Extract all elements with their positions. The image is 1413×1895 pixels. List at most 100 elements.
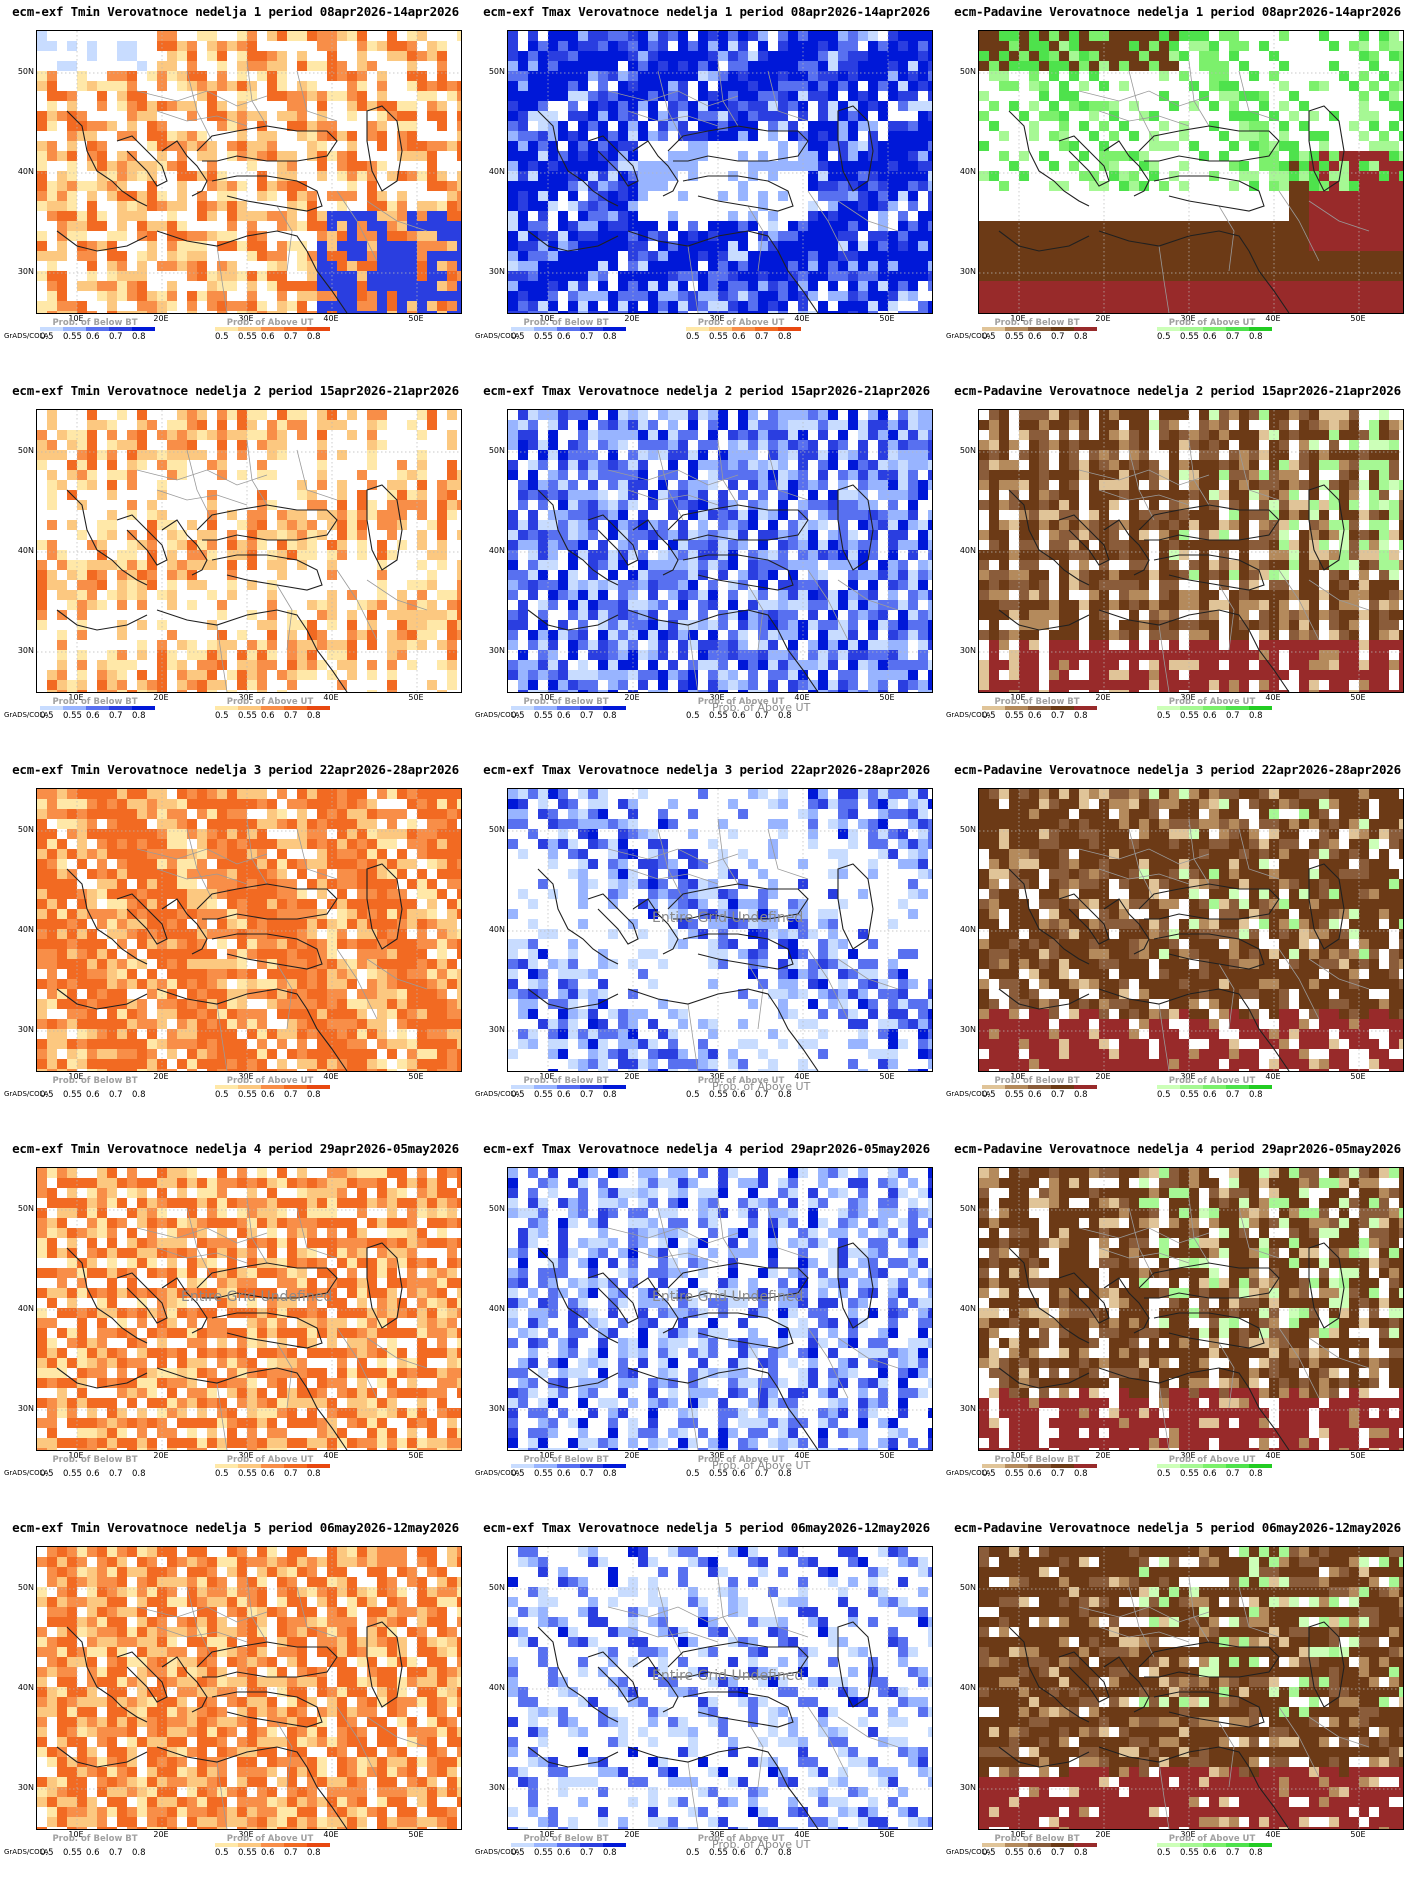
grads-credit: GrADS/COLA — [475, 1090, 520, 1098]
missing-above-ut-label: Prob. of Above UT — [712, 1838, 811, 1851]
colorbar-swatches — [215, 327, 330, 331]
colorbar-swatch — [1051, 327, 1074, 331]
longitude-tick-label: 30E — [709, 1451, 725, 1460]
colorbar-swatch — [1074, 1085, 1097, 1089]
colorbar-swatches — [40, 706, 155, 710]
colorbar-swatch — [709, 327, 732, 331]
colorbar-ticks: 0.5 0.55 0.6 0.7 0.8 — [1157, 1090, 1272, 1100]
probability-map — [507, 1546, 933, 1830]
probability-map — [978, 409, 1404, 693]
colorbar-tick-label: 0.55 — [709, 332, 728, 342]
map-panel-tmax-week-5: ecm-exf Tmax Verovatnoce nedelja 5 perio… — [471, 1516, 942, 1895]
coastlines — [56, 105, 403, 313]
colorbar-ticks: 0.5 0.55 0.6 0.7 0.8 — [686, 711, 801, 721]
colorbar-swatch — [755, 327, 778, 331]
probability-map — [978, 1546, 1404, 1830]
latitude-tick-label: 50N — [959, 446, 976, 455]
probability-field — [979, 31, 1403, 313]
latitude-tick-label: 50N — [17, 1583, 34, 1592]
colorbar-tick-label: 0.8 — [778, 1469, 792, 1479]
probability-map — [978, 30, 1404, 314]
colorbar-swatch — [1180, 706, 1203, 710]
colorbar-tick-label: 0.8 — [603, 1469, 617, 1479]
colorbar-tick-label: 0.7 — [284, 1090, 298, 1100]
colorbar-title: Prob. of Below BT — [523, 1455, 609, 1465]
colorbar-title: Prob. of Below BT — [523, 318, 609, 328]
colorbar-swatch — [238, 706, 261, 710]
colorbar-title: Prob. of Above UT — [226, 1076, 314, 1086]
map-canvas — [37, 410, 461, 692]
longitude-tick-label: 40E — [794, 314, 810, 323]
colorbar-swatch — [1051, 1464, 1074, 1468]
undefined-grid-overlay: Entire Grid Undefined — [652, 1668, 804, 1684]
colorbar-tick-label: 0.7 — [1226, 1469, 1240, 1479]
map-panel-precip-week-4: ecm-Padavine Verovatnoce nedelja 4 perio… — [942, 1137, 1413, 1516]
colorbar-title: Prob. of Above UT — [697, 1455, 785, 1465]
map-panel-tmax-week-1: ecm-exf Tmax Verovatnoce nedelja 1 perio… — [471, 0, 942, 379]
longitude-tick-label: 20E — [1095, 1072, 1111, 1081]
colorbar-swatches — [215, 1843, 330, 1847]
colorbar-tick-label: 0.7 — [109, 1090, 123, 1100]
colorbar-ticks: 0.5 0.55 0.6 0.7 0.8 — [40, 332, 155, 342]
colorbar-tick-label: 0.55 — [1180, 711, 1199, 721]
longitude-tick-label: 10E — [68, 314, 84, 323]
colorbar-tick-label: 0.55 — [63, 332, 82, 342]
colorbar-tick-label: 0.5 — [215, 1090, 229, 1100]
colorbar-tick-label: 0.55 — [709, 1469, 728, 1479]
colorbar-ticks: 0.5 0.55 0.6 0.7 0.8 — [1157, 1848, 1272, 1858]
colorbar-title: Prob. of Below BT — [523, 697, 609, 707]
colorbar-swatch — [603, 1464, 626, 1468]
probability-map — [507, 788, 933, 1072]
longitude-tick-label: 40E — [1265, 693, 1281, 702]
colorbar-tick-label: 0.7 — [755, 332, 769, 342]
map-panel-tmin-week-2: ecm-exf Tmin Verovatnoce nedelja 2 perio… — [0, 379, 471, 758]
colorbar-ticks: 0.5 0.55 0.6 0.7 0.8 — [215, 332, 330, 342]
latitude-tick-label: 30N — [17, 646, 34, 655]
longitude-tick-label: 50E — [1350, 314, 1366, 323]
colorbar-swatch — [557, 327, 580, 331]
colorbar-ticks: 0.5 0.55 0.6 0.7 0.8 — [215, 1469, 330, 1479]
colorbar-swatch — [1028, 706, 1051, 710]
probability-map — [978, 788, 1404, 1072]
colorbar-tick-label: 0.55 — [709, 1848, 728, 1858]
graticule — [508, 1168, 932, 1450]
colorbar-tick-label: 0.55 — [238, 1090, 257, 1100]
colorbar-tick-label: 0.6 — [557, 1090, 571, 1100]
colorbar-tick-label: 0.5 — [511, 1090, 525, 1100]
latitude-tick-label: 40N — [17, 167, 34, 176]
latitude-tick-label: 50N — [959, 825, 976, 834]
colorbar-swatch — [511, 1464, 534, 1468]
grads-credit: GrADS/COLA — [475, 1469, 520, 1477]
coastlines — [56, 1242, 403, 1450]
colorbar-swatch — [603, 327, 626, 331]
colorbar-tick-label: 0.5 — [215, 1848, 229, 1858]
colorbar-tick-label: 0.8 — [603, 332, 617, 342]
colorbar-swatch — [603, 706, 626, 710]
longitude-tick-label: 50E — [879, 314, 895, 323]
colorbar-tick-label: 0.6 — [1028, 711, 1042, 721]
grads-credit: GrADS/COLA — [946, 1469, 991, 1477]
country-borders — [607, 60, 899, 313]
coastlines — [527, 863, 874, 1071]
colorbar-ticks: 0.5 0.55 0.6 0.7 0.8 — [511, 711, 626, 721]
graticule — [37, 789, 461, 1071]
colorbar-title: Prob. of Below BT — [994, 318, 1080, 328]
colorbar-tick-label: 0.8 — [1249, 1848, 1263, 1858]
colorbar-swatch — [1180, 1843, 1203, 1847]
colorbar-title: Prob. of Above UT — [1168, 318, 1256, 328]
colorbar-title: Prob. of Above UT — [1168, 697, 1256, 707]
colorbar-swatch — [1180, 1464, 1203, 1468]
map-canvas — [37, 789, 461, 1071]
longitude-tick-label: 10E — [1010, 314, 1026, 323]
colorbar-swatches — [40, 327, 155, 331]
probability-map — [507, 30, 933, 314]
colorbar-swatches — [511, 1085, 626, 1089]
longitude-tick-label: 30E — [709, 1830, 725, 1839]
graticule — [508, 31, 932, 313]
longitude-tick-label: 40E — [794, 1072, 810, 1081]
grads-credit: GrADS/COLA — [946, 1848, 991, 1856]
colorbar-tick-label: 0.8 — [132, 1090, 146, 1100]
colorbar-tick-label: 0.55 — [709, 711, 728, 721]
colorbar-swatch — [261, 1085, 284, 1089]
longitude-tick-label: 50E — [879, 693, 895, 702]
